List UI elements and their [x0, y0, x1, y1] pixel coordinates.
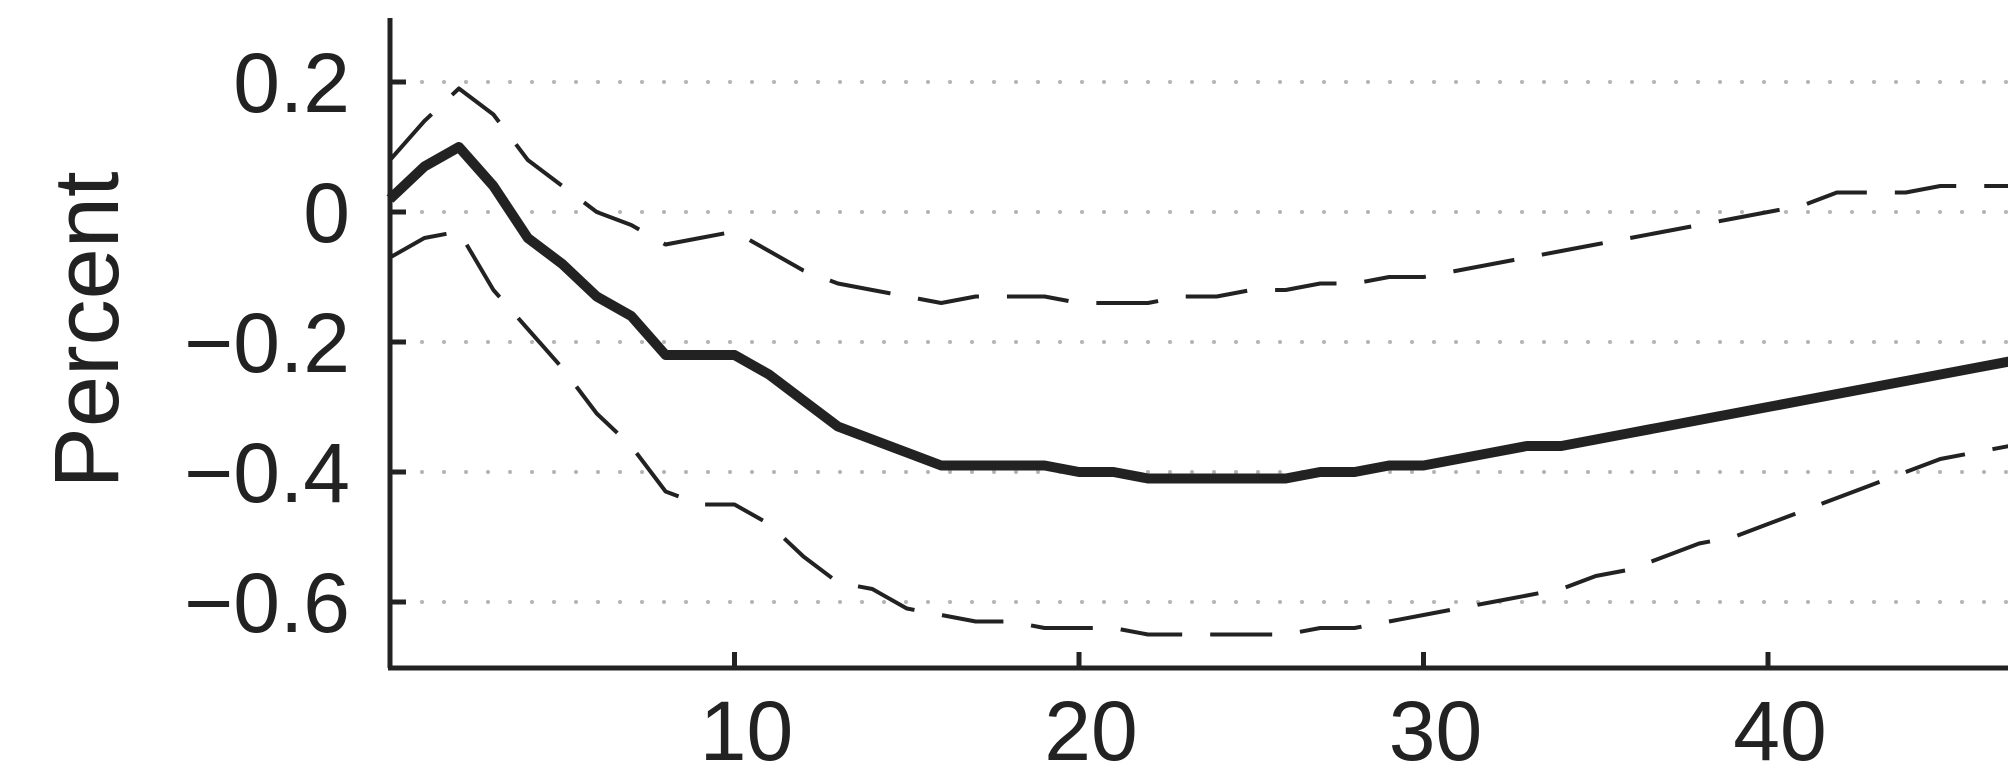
- x-tick-labels: 10 20 30 40: [700, 684, 1827, 770]
- x-tick-label: 10: [700, 684, 793, 770]
- y-tick-label: −0.2: [184, 296, 350, 390]
- series-line-2: [388, 86, 2008, 305]
- x-tick-label: 40: [1733, 684, 1826, 770]
- x-tick-label: 20: [1044, 684, 1137, 770]
- y-tick-label: −0.4: [184, 426, 350, 520]
- y-axis-label: Percent: [36, 171, 138, 488]
- series-lines: [386, 86, 2008, 637]
- x-tick-label: 30: [1389, 684, 1482, 770]
- tick-marks: [390, 79, 1771, 668]
- y-tick-labels: 0.2 0 −0.2 −0.4 −0.6: [184, 36, 350, 650]
- y-tick-label: −0.6: [184, 556, 350, 650]
- y-tick-label: 0: [303, 166, 350, 260]
- grid-lines: [398, 80, 2008, 604]
- series-line-3: [389, 229, 2008, 637]
- y-tick-label: 0.2: [233, 36, 350, 130]
- series-line-1: [386, 142, 2008, 484]
